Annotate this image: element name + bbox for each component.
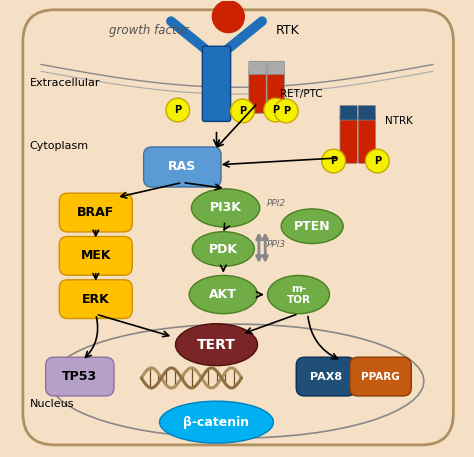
Text: P: P <box>330 156 337 166</box>
Text: Nucleus: Nucleus <box>30 399 74 409</box>
Text: P: P <box>283 106 290 116</box>
FancyBboxPatch shape <box>144 147 221 187</box>
Text: m-
TOR: m- TOR <box>286 284 310 305</box>
Text: RTK: RTK <box>276 24 300 37</box>
Text: P: P <box>239 106 246 116</box>
Ellipse shape <box>189 276 257 314</box>
Text: PI3K: PI3K <box>210 202 242 214</box>
Circle shape <box>322 149 346 173</box>
Circle shape <box>166 98 190 122</box>
FancyBboxPatch shape <box>350 357 411 396</box>
Ellipse shape <box>281 209 343 244</box>
Circle shape <box>365 149 389 173</box>
Text: TP53: TP53 <box>62 370 97 383</box>
FancyBboxPatch shape <box>267 61 284 74</box>
Text: PDK: PDK <box>209 243 238 255</box>
Text: PPI3: PPI3 <box>266 240 286 249</box>
Text: P: P <box>174 105 182 115</box>
Text: PTEN: PTEN <box>294 220 330 233</box>
Text: Cytoplasm: Cytoplasm <box>30 142 89 151</box>
Text: AKT: AKT <box>210 288 237 301</box>
Text: RAS: RAS <box>168 160 196 174</box>
Ellipse shape <box>267 276 329 314</box>
FancyBboxPatch shape <box>340 116 357 163</box>
Text: PPI2: PPI2 <box>266 199 286 208</box>
Ellipse shape <box>160 401 273 443</box>
Text: RET/PTC: RET/PTC <box>280 89 323 99</box>
Text: P: P <box>272 105 279 115</box>
Text: PPARG: PPARG <box>361 372 400 382</box>
Circle shape <box>231 99 255 123</box>
Text: P: P <box>374 156 381 166</box>
Text: β-catenin: β-catenin <box>183 415 249 429</box>
FancyBboxPatch shape <box>249 61 266 74</box>
FancyBboxPatch shape <box>202 46 231 122</box>
FancyBboxPatch shape <box>46 357 114 396</box>
Text: ERK: ERK <box>82 292 109 306</box>
FancyBboxPatch shape <box>59 193 132 232</box>
FancyBboxPatch shape <box>249 70 266 113</box>
Circle shape <box>264 98 288 122</box>
Ellipse shape <box>192 232 255 266</box>
Circle shape <box>274 99 298 123</box>
FancyBboxPatch shape <box>358 116 375 163</box>
Text: Extracellular: Extracellular <box>30 78 100 88</box>
FancyBboxPatch shape <box>59 236 132 275</box>
FancyBboxPatch shape <box>358 106 375 120</box>
FancyBboxPatch shape <box>59 280 132 319</box>
FancyBboxPatch shape <box>296 357 356 396</box>
FancyBboxPatch shape <box>267 70 284 113</box>
Ellipse shape <box>191 189 260 227</box>
Text: growth factor: growth factor <box>109 24 189 37</box>
FancyBboxPatch shape <box>340 106 357 120</box>
Ellipse shape <box>175 324 257 366</box>
Text: NTRK: NTRK <box>385 117 413 127</box>
Circle shape <box>212 1 244 32</box>
Text: MEK: MEK <box>81 250 111 262</box>
Text: PAX8: PAX8 <box>310 372 342 382</box>
FancyBboxPatch shape <box>23 10 454 445</box>
Text: BRAF: BRAF <box>77 206 114 219</box>
Text: TERT: TERT <box>197 338 236 352</box>
